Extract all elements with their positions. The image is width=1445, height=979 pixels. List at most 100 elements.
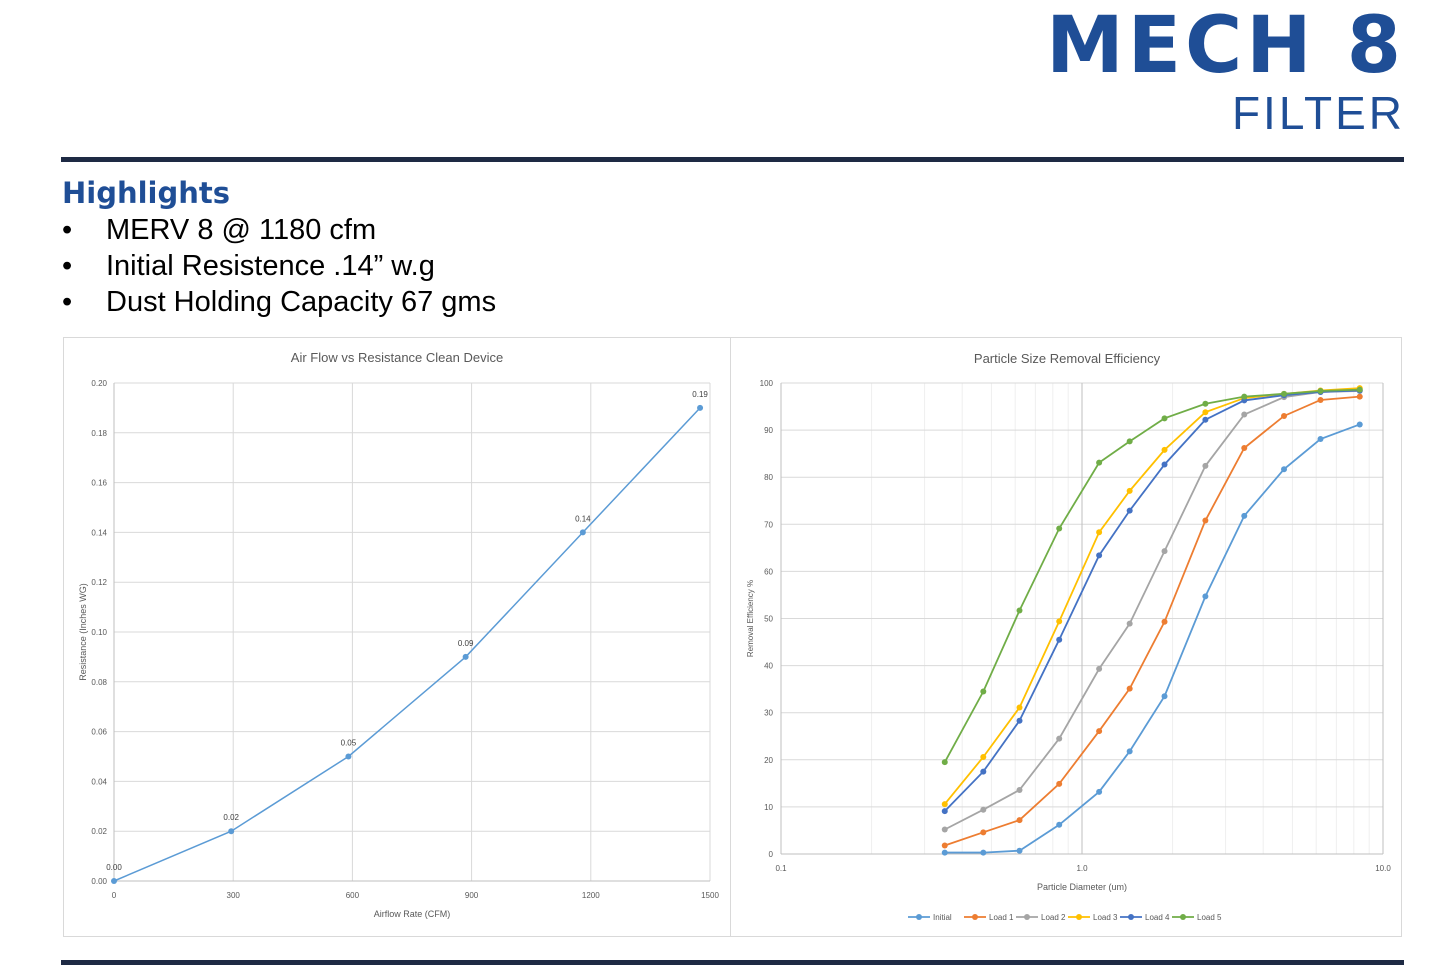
data-point: [980, 688, 987, 695]
data-point: [1202, 400, 1209, 407]
bottom-divider: [61, 960, 1404, 965]
data-point: [1126, 620, 1133, 627]
y-tick-label: 0.18: [91, 429, 107, 438]
legend-marker: [1128, 914, 1134, 920]
x-axis-label: Particle Diameter (um): [1037, 882, 1127, 892]
data-label: 0.09: [458, 639, 474, 648]
page-subtitle: FILTER: [1231, 87, 1405, 139]
x-tick-label: 1.0: [1076, 864, 1088, 873]
y-tick-label: 0.10: [91, 628, 107, 637]
highlight-item: • Initial Resistence .14” w.g: [62, 248, 496, 284]
y-tick-label: 0.02: [91, 827, 107, 836]
data-point: [941, 759, 948, 766]
data-point: [1202, 416, 1209, 423]
data-point: [1096, 665, 1103, 672]
data-point: [1281, 412, 1288, 419]
series-line: [944, 387, 1360, 805]
legend-label: Load 1: [989, 913, 1014, 922]
data-point: [1016, 847, 1023, 854]
y-tick-label: 0.08: [91, 678, 107, 687]
data-point: [1161, 461, 1168, 468]
highlight-text: Initial Resistence .14” w.g: [106, 250, 435, 282]
data-point: [228, 828, 235, 835]
data-point: [1096, 552, 1103, 559]
x-tick-label: 1500: [701, 891, 719, 900]
legend-marker: [916, 914, 922, 920]
data-point: [1096, 459, 1103, 466]
series-line: [113, 407, 701, 882]
y-tick-label: 0.00: [91, 877, 107, 886]
data-point: [941, 826, 948, 833]
y-tick-label: 0.14: [91, 528, 107, 537]
data-point: [1056, 735, 1063, 742]
data-label: 0.14: [575, 514, 591, 523]
legend-label: Load 3: [1093, 913, 1118, 922]
data-point: [1016, 607, 1023, 614]
data-point: [1281, 390, 1288, 397]
y-tick-label: 0: [769, 850, 774, 859]
y-tick-label: 70: [764, 520, 773, 529]
data-point: [980, 849, 987, 856]
data-point: [1202, 593, 1209, 600]
legend-marker: [1024, 914, 1030, 920]
y-tick-label: 0.06: [91, 728, 107, 737]
x-tick-label: 10.0: [1375, 864, 1391, 873]
y-axis-label: Resistance (Inches WG): [78, 583, 88, 681]
series-line: [943, 388, 1360, 763]
efficiency-chart-panel: 0 10 20 30 40 50 60 70 80 90 100 0.1 1.0 10.0 Particle…: [730, 337, 1402, 937]
data-point: [1126, 507, 1133, 514]
data-point: [1016, 717, 1023, 724]
legend-label: Load 5: [1197, 913, 1222, 922]
x-tick-label: 1200: [582, 891, 600, 900]
y-tick-label: 100: [760, 379, 774, 388]
series-line: [944, 395, 1360, 847]
data-point: [1356, 386, 1363, 393]
top-divider: [61, 157, 1404, 162]
highlights-section: Highlights • MERV 8 @ 1180 cfm • Initial R…: [62, 174, 496, 320]
data-point: [1241, 393, 1248, 400]
series-line: [944, 423, 1361, 854]
y-tick-label: 10: [764, 803, 773, 812]
y-tick-label: 40: [764, 662, 773, 671]
data-point: [1056, 636, 1063, 643]
y-tick-label: 60: [764, 567, 773, 576]
x-tick-label: 0: [112, 891, 117, 900]
legend-label: Initial: [933, 913, 952, 922]
x-tick-label: 900: [465, 891, 479, 900]
data-point: [1016, 817, 1023, 824]
data-point: [1056, 780, 1063, 787]
y-tick-label: 50: [764, 615, 773, 624]
data-label: 0.02: [223, 813, 239, 822]
data-point: [941, 849, 948, 856]
data-point: [1126, 438, 1133, 445]
legend-marker: [1076, 914, 1082, 920]
series-line: [944, 390, 1360, 831]
data-point: [1356, 421, 1363, 428]
page-title: MECH 8: [1046, 1, 1405, 91]
highlight-item: • Dust Holding Capacity 67 gms: [62, 284, 496, 320]
data-point: [1281, 466, 1288, 473]
data-label: 0.05: [341, 739, 357, 748]
data-point: [1161, 618, 1168, 625]
data-point: [1096, 788, 1103, 795]
y-tick-label: 0.12: [91, 578, 107, 587]
data-point: [1056, 525, 1063, 532]
data-point: [111, 878, 117, 884]
data-point: [1126, 685, 1133, 692]
highlight-text: Dust Holding Capacity 67 gms: [106, 286, 497, 318]
series-line: [944, 389, 1360, 812]
bullet-icon: •: [62, 286, 73, 318]
data-point: [1356, 393, 1363, 400]
airflow-resistance-chart: 0.00 0.02 0.04 0.06 0.08 0.10 0.12 0.14 0.16 0.18…: [78, 350, 719, 919]
data-point: [1126, 487, 1133, 494]
data-point: [941, 801, 948, 808]
legend-label: Load 4: [1145, 913, 1170, 922]
data-point: [980, 768, 987, 775]
y-tick-label: 0.20: [91, 379, 107, 388]
data-point: [1317, 396, 1324, 403]
data-point: [1202, 409, 1209, 416]
particle-efficiency-chart: 0 10 20 30 40 50 60 70 80 90 100 0.1 1.0 10.0 Particle…: [746, 351, 1391, 922]
data-point: [1096, 529, 1103, 536]
y-axis-label: Removal Efficiency %: [746, 580, 755, 657]
data-point: [1016, 704, 1023, 711]
